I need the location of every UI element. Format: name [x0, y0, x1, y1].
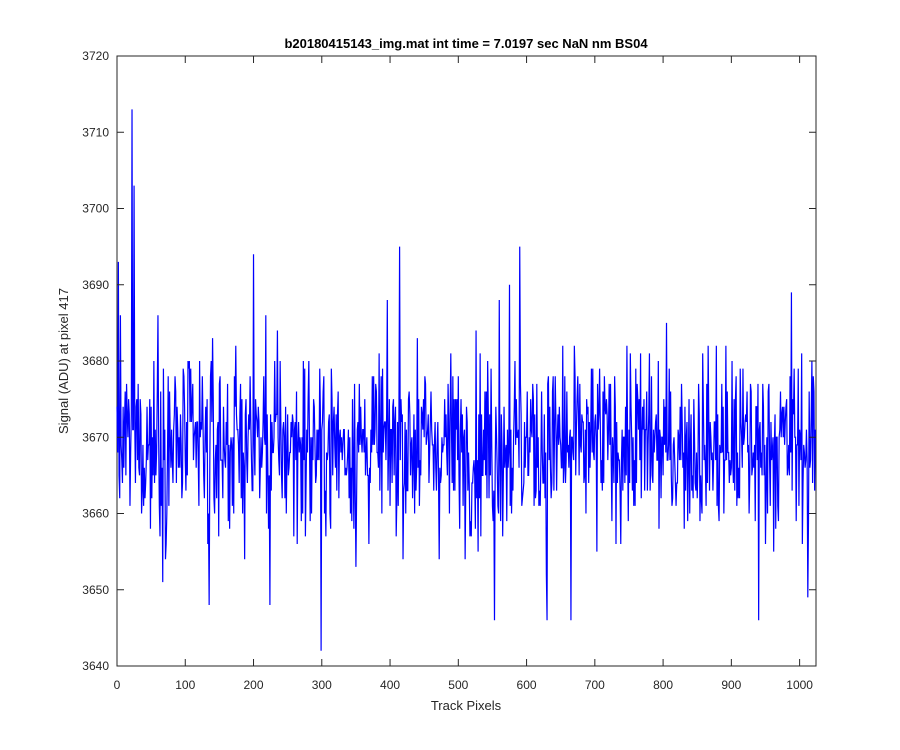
plot-area [116, 55, 817, 667]
y-tick-label: 3710 [82, 125, 109, 139]
x-tick-label: 0 [114, 678, 121, 692]
y-axis-label: Signal (ADU) at pixel 417 [56, 288, 71, 434]
y-tick-label: 3700 [82, 202, 109, 216]
x-tick-label: 900 [721, 678, 741, 692]
x-axis-label: Track Pixels [431, 698, 502, 713]
x-tick-label: 600 [517, 678, 537, 692]
x-tick-label: 400 [380, 678, 400, 692]
x-tick-label: 700 [585, 678, 605, 692]
y-tick-label: 3650 [82, 583, 109, 597]
x-tick-label: 300 [312, 678, 332, 692]
y-axis: 3640 3650 3660 3670 3680 3690 3700 3710 3720 [82, 49, 816, 673]
y-tick-label: 3640 [82, 659, 109, 673]
y-tick-label: 3670 [82, 430, 109, 444]
chart-title: b20180415143_img.mat int time = 7.0197 s… [284, 36, 648, 51]
x-axis: 0 100 200 300 400 500 600 700 800 900 1000 [114, 56, 813, 692]
x-tick-label: 500 [448, 678, 468, 692]
y-tick-label: 3680 [82, 354, 109, 368]
x-tick-label: 1000 [786, 678, 813, 692]
y-tick-label: 3690 [82, 278, 109, 292]
axes-box [116, 55, 817, 667]
y-tick-label: 3660 [82, 507, 109, 521]
x-tick-label: 100 [175, 678, 195, 692]
series-line [116, 109, 816, 651]
x-tick-label: 800 [653, 678, 673, 692]
y-tick-label: 3720 [82, 49, 109, 63]
x-tick-label: 200 [244, 678, 264, 692]
